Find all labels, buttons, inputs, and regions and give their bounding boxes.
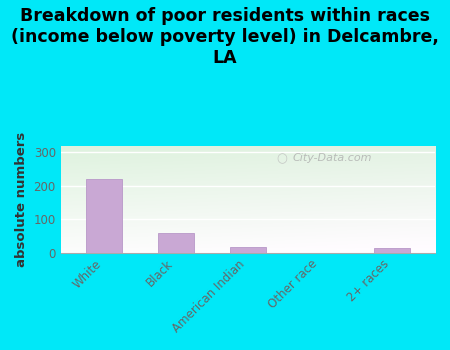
Bar [374, 248, 410, 253]
Text: City-Data.com: City-Data.com [293, 153, 372, 163]
Text: ○: ○ [276, 152, 287, 165]
Bar [86, 179, 122, 253]
Y-axis label: absolute numbers: absolute numbers [15, 132, 28, 267]
Bar [230, 247, 266, 253]
Bar [158, 233, 194, 253]
Text: Breakdown of poor residents within races
(income below poverty level) in Delcamb: Breakdown of poor residents within races… [11, 7, 439, 66]
